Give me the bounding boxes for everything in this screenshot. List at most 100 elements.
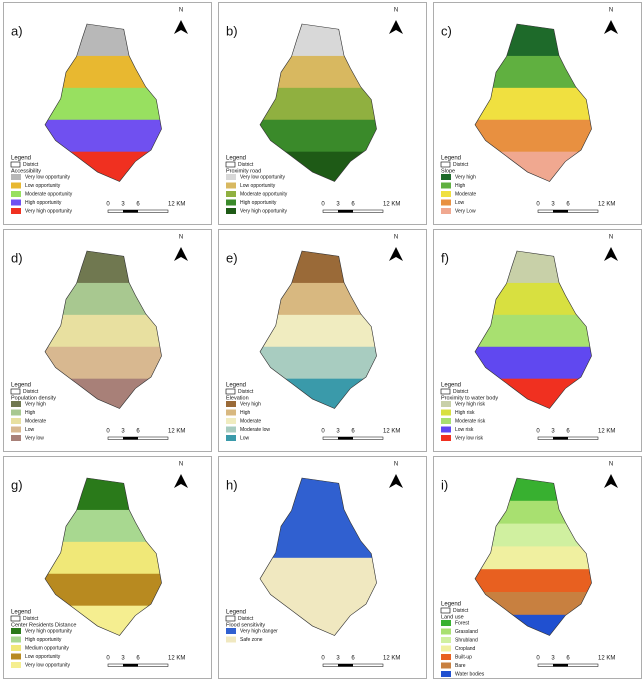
legend-item: Very low	[25, 435, 44, 441]
scale-label: 3	[551, 656, 555, 662]
panel-label: i)	[441, 477, 448, 492]
legend-swatch	[226, 435, 236, 441]
legend-swatch	[441, 435, 451, 441]
map-class-area	[45, 314, 162, 348]
legend-item: Very Low	[455, 208, 476, 214]
legend-item: Built-up	[455, 654, 472, 660]
legend-district-swatch	[440, 161, 451, 168]
north-arrow	[174, 20, 188, 34]
map-class-area	[475, 251, 592, 284]
map-class-area	[475, 119, 592, 153]
map-class-area	[475, 151, 592, 182]
north-arrow	[389, 247, 403, 261]
legend-item: High	[25, 410, 36, 416]
legend-item: Very low opportunity	[25, 662, 71, 668]
scale-bar-black	[553, 210, 568, 213]
scale-label: 6	[136, 202, 140, 208]
legend-item: Bare	[455, 663, 466, 669]
legend-item: High	[455, 183, 466, 189]
legend-item: Very high risk	[455, 401, 486, 407]
map-fill	[45, 251, 162, 409]
legend-item: Very high	[240, 401, 261, 407]
scale-label: 0	[106, 429, 110, 435]
legend-item: Cropland	[455, 646, 476, 652]
legend-layer: Elevation	[226, 395, 249, 401]
legend-title: Legend	[226, 610, 246, 616]
legend-swatch	[441, 426, 451, 433]
panel-frame	[218, 456, 427, 679]
scale-label: 3	[336, 656, 340, 662]
legend-district: District	[23, 389, 39, 395]
map-class-area	[260, 119, 377, 153]
map-class-area	[45, 478, 162, 511]
map-fill	[475, 251, 592, 409]
district-map	[259, 23, 377, 182]
scale-bar-black	[338, 664, 353, 667]
north-arrow	[389, 20, 403, 34]
panel-label: c)	[441, 23, 452, 38]
legend-layer: Flood sensitivity	[226, 622, 265, 628]
legend-swatch	[11, 418, 21, 424]
map-class-area	[260, 282, 377, 316]
legend-swatch	[226, 409, 236, 416]
map-class-area	[260, 378, 377, 409]
map-class-area	[45, 87, 162, 121]
legend-item: Moderate low	[240, 427, 270, 433]
legend-swatch	[441, 637, 451, 643]
scale-label: 3	[336, 429, 340, 435]
scale-label: 0	[321, 429, 325, 435]
legend-item: Low opportunity	[25, 654, 61, 660]
scale-label: 12 KM	[383, 429, 400, 435]
district-map	[474, 23, 592, 182]
scale-label: 12 KM	[598, 429, 615, 435]
map-class-area	[45, 541, 162, 575]
legend-swatch	[441, 662, 451, 669]
map-fill	[260, 251, 377, 409]
legend-swatch	[226, 628, 236, 634]
legend-item: Low	[25, 427, 35, 433]
map-class-area	[475, 87, 592, 121]
scale-label: 0	[106, 656, 110, 662]
scale-label: 3	[336, 202, 340, 208]
legend-title: Legend	[11, 383, 31, 389]
scale-bar-black	[338, 210, 353, 213]
north-label: N	[609, 462, 613, 468]
legend-item: Safe zone	[240, 637, 263, 643]
legend-swatch	[11, 645, 21, 651]
map-class-area	[260, 24, 377, 57]
scale-label: 0	[536, 656, 540, 662]
map-class-area	[475, 614, 592, 636]
scale-label: 6	[566, 202, 570, 208]
legend-item: Moderate	[455, 191, 476, 197]
legend-layer: Slope	[441, 168, 455, 174]
legend-item: Very low risk	[455, 435, 484, 441]
map-class-area	[475, 592, 592, 616]
scale-bar-black	[338, 437, 353, 440]
legend-layer: Accessibility	[11, 168, 41, 174]
legend-district: District	[453, 608, 469, 614]
legend-swatch	[11, 628, 21, 634]
legend-item: Shrubland	[455, 637, 478, 643]
north-label: N	[609, 8, 613, 14]
legend-item: Grassland	[455, 629, 478, 635]
scale-label: 12 KM	[383, 202, 400, 208]
district-outline	[44, 477, 162, 636]
district-map	[44, 250, 162, 409]
legend-swatch	[11, 401, 21, 407]
map-class-area	[475, 569, 592, 593]
map-class-area	[45, 573, 162, 607]
legend-layer: Proximity to water body	[441, 395, 498, 401]
map-class-area	[475, 523, 592, 547]
legend-title: Legend	[226, 383, 246, 389]
scale-label: 3	[551, 429, 555, 435]
legend-swatch	[441, 199, 451, 206]
north-arrow	[174, 474, 188, 488]
map-class-area	[45, 24, 162, 57]
map-class-area	[260, 55, 377, 89]
legend-swatch	[226, 401, 236, 407]
legend-item: Very high	[25, 401, 46, 407]
legend-swatch	[11, 182, 21, 189]
